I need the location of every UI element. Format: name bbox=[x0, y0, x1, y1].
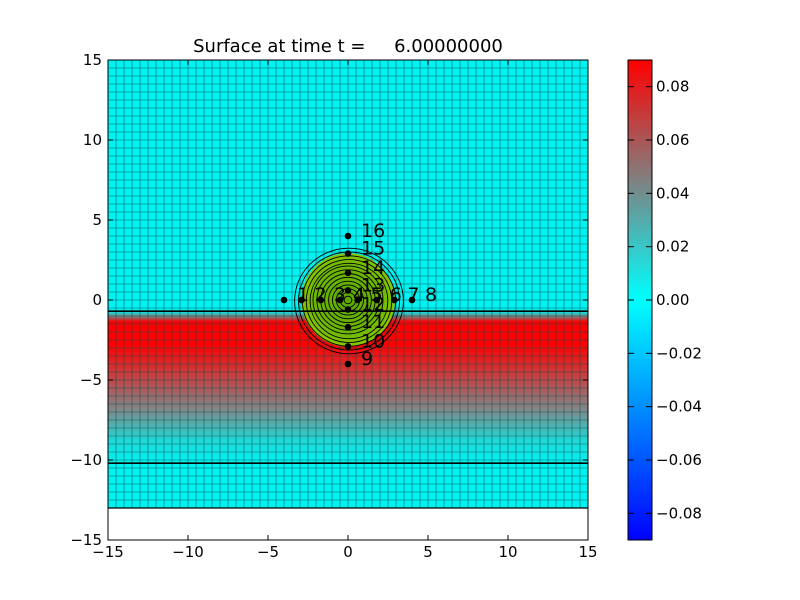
gauge-point bbox=[344, 250, 352, 257]
y-tick-label: 10 bbox=[83, 131, 102, 149]
colorbar-tick-label: 0.00 bbox=[656, 291, 689, 309]
contour-ring bbox=[328, 280, 368, 320]
x-tick-label: −10 bbox=[172, 543, 204, 561]
gauge-point bbox=[317, 296, 325, 304]
y-tick-label: −10 bbox=[70, 451, 102, 469]
x-tick-label: −5 bbox=[257, 543, 279, 561]
land-disc bbox=[301, 253, 395, 347]
gauge-point bbox=[336, 296, 344, 304]
x-tick-label: 5 bbox=[423, 543, 433, 561]
contour-ring bbox=[294, 247, 404, 355]
colorbar-tick-label: 0.04 bbox=[656, 184, 689, 202]
axis-ticks: −15 −10 −5 0 5 10 15 −15 −10 −5 0 5 10 15 bbox=[70, 51, 597, 561]
colorbar-tick-label: 0.02 bbox=[656, 238, 689, 256]
gauge-point bbox=[354, 296, 361, 304]
contour-ring bbox=[324, 276, 372, 324]
gauge-point bbox=[344, 323, 352, 331]
contour-ring bbox=[343, 295, 353, 305]
y-tick-label: −5 bbox=[80, 371, 102, 389]
gauge-point bbox=[344, 360, 352, 368]
colorbar-tick-label: 0.08 bbox=[656, 78, 689, 96]
gauge-label: 9 bbox=[361, 348, 373, 370]
y-tick-label: −15 bbox=[70, 531, 102, 549]
colorbar-tick-label: −0.04 bbox=[656, 398, 702, 416]
gauge-label: 8 bbox=[425, 284, 437, 306]
gauge-point bbox=[391, 296, 398, 304]
gauge-label: 16 bbox=[361, 220, 385, 242]
colorbar-tick-label: −0.08 bbox=[656, 504, 702, 522]
colorbar-tick-label: 0.06 bbox=[656, 131, 689, 149]
y-tick-label: 15 bbox=[83, 51, 102, 69]
gauge-label: 10 bbox=[361, 330, 385, 352]
gauge-point bbox=[344, 287, 352, 294]
contour-ring bbox=[309, 262, 389, 340]
gauge-point bbox=[280, 296, 288, 304]
gauge-point bbox=[344, 232, 352, 240]
gauge-label: 13 bbox=[361, 274, 385, 296]
gauge-point bbox=[298, 296, 305, 304]
colorbar: −0.08 −0.06 −0.04 −0.02 0.00 0.02 0.04 0.06 0.08 bbox=[627, 59, 702, 541]
x-tick-label: 15 bbox=[578, 543, 597, 561]
y-tick-label: 5 bbox=[92, 211, 102, 229]
gauge-point bbox=[344, 269, 352, 277]
gauge-label: 14 bbox=[361, 257, 385, 279]
x-tick-label: 0 bbox=[343, 543, 353, 561]
colorbar-ticks: −0.08 −0.06 −0.04 −0.02 0.00 0.02 0.04 0.06 0.08 bbox=[628, 78, 702, 522]
gauge-label: 12 bbox=[361, 294, 385, 316]
gauge-point bbox=[408, 296, 416, 304]
contour-ring bbox=[312, 265, 384, 335]
contour-ring bbox=[332, 284, 364, 316]
y-tick-label: 0 bbox=[92, 291, 102, 309]
gauge-label: 11 bbox=[361, 311, 385, 333]
chart-title: Surface at time t = 6.00000000 bbox=[193, 36, 503, 57]
gauge-point bbox=[373, 296, 381, 304]
gauge-label: 15 bbox=[361, 238, 385, 260]
colorbar-tick-label: −0.06 bbox=[656, 451, 702, 469]
gauge-point bbox=[344, 306, 352, 313]
x-tick-label: 10 bbox=[498, 543, 517, 561]
x-tick-label: −15 bbox=[92, 543, 124, 561]
colorbar-tick-label: −0.02 bbox=[656, 344, 702, 362]
gauge-point bbox=[344, 343, 352, 350]
